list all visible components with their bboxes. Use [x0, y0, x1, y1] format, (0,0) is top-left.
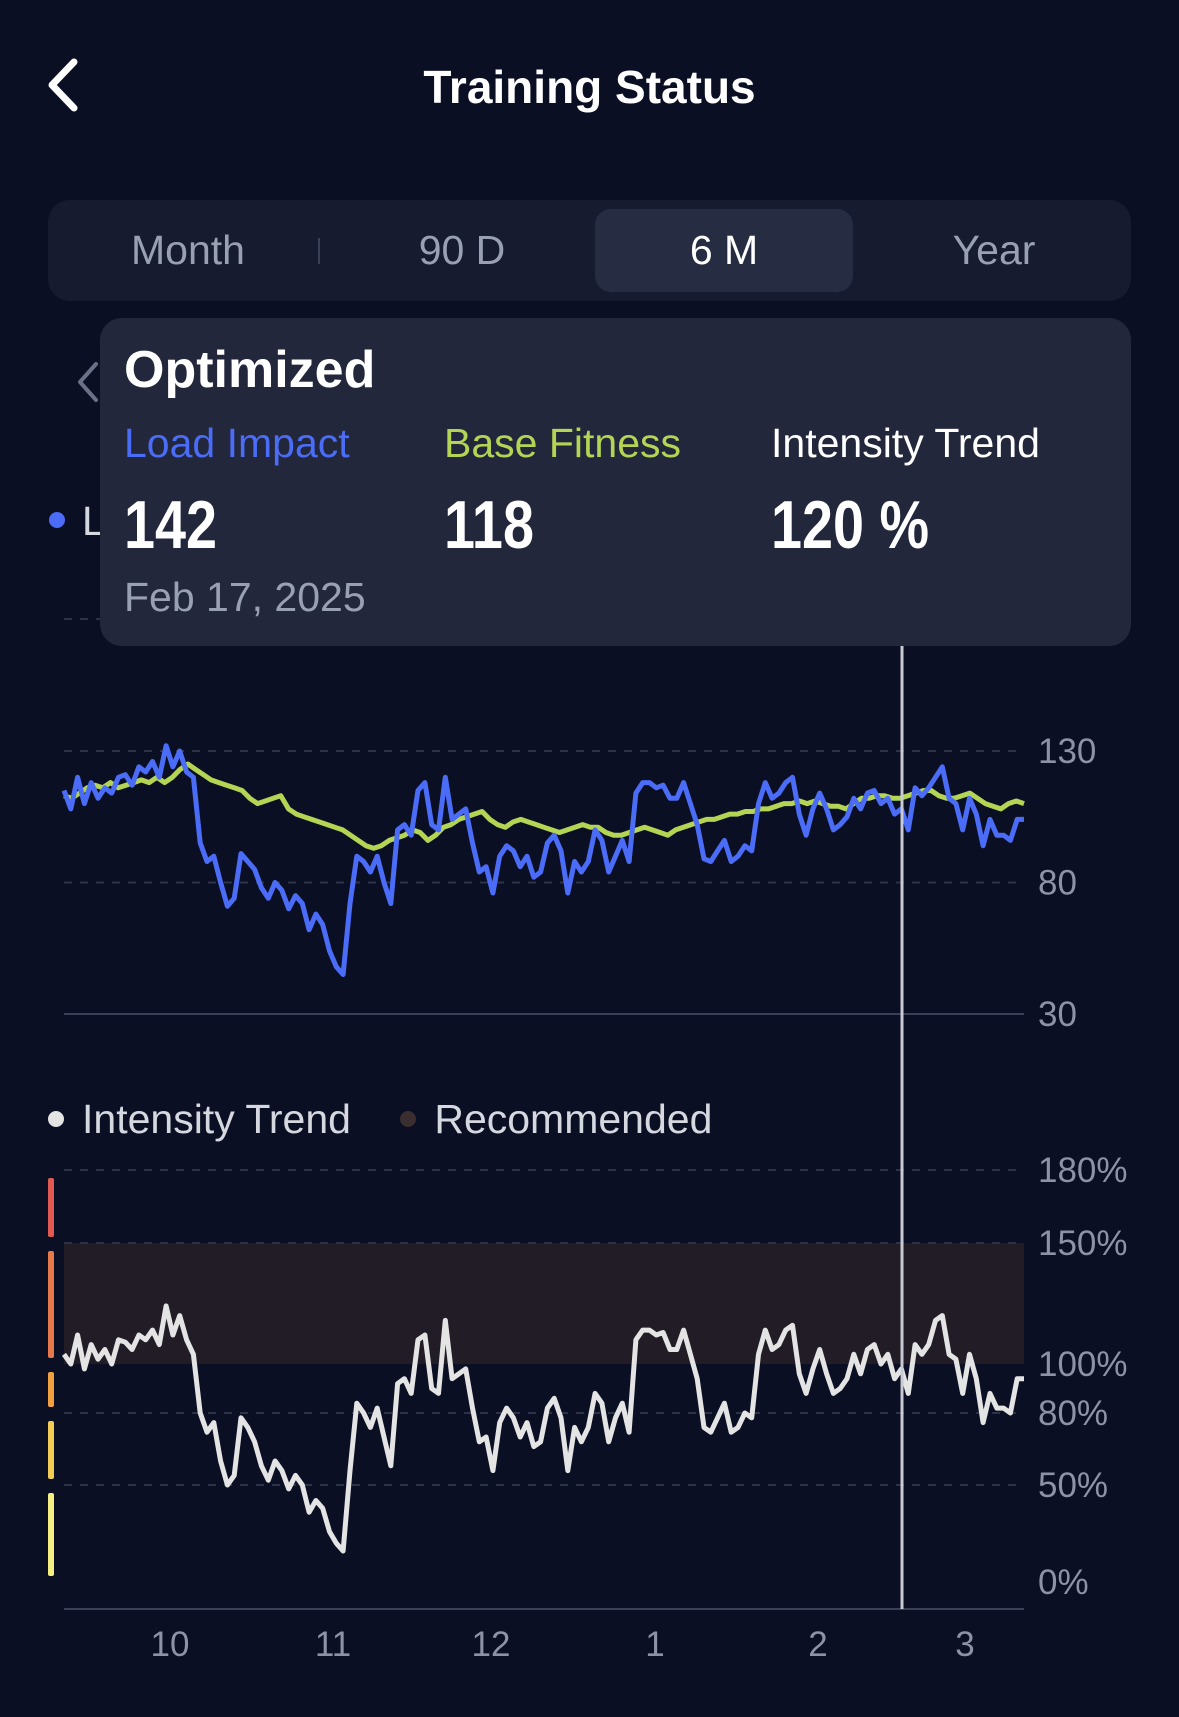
recommended-legend-label: Recommended	[434, 1095, 713, 1142]
x-tick-label: 3	[955, 1625, 974, 1664]
lower-y-tick-label: 0%	[1038, 1563, 1089, 1602]
intensity-legend-dot	[48, 1111, 64, 1127]
upper-y-tick-label: 30	[1038, 995, 1077, 1034]
data-point-tooltip: Optimized Load Impact Base Fitness Inten…	[100, 318, 1131, 646]
segment-6m[interactable]: 6 M	[595, 209, 853, 292]
back-icon[interactable]	[40, 50, 90, 120]
legend-recommended[interactable]: Recommended	[400, 1096, 712, 1143]
intensity-zone-bar	[48, 1251, 54, 1358]
load-impact-label: Load Impact	[124, 420, 350, 466]
recommended-band	[64, 1243, 1024, 1364]
intensity-zone-bar	[48, 1421, 54, 1479]
legend-intensity-trend[interactable]: Intensity Trend	[48, 1096, 351, 1143]
intensity-trend-value: 120 %	[771, 487, 930, 563]
segment-year[interactable]: Year	[952, 227, 1036, 273]
page-title: Training Status	[423, 61, 756, 113]
segment-90d[interactable]: 90 D	[418, 227, 506, 273]
intensity-legend: Intensity Trend Recommended	[48, 1090, 750, 1143]
intensity-trend-label: Intensity Trend	[771, 420, 1040, 466]
intensity-zone-bar	[48, 1372, 54, 1407]
intensity-legend-label: Intensity Trend	[82, 1095, 351, 1142]
tooltip-status-title: Optimized	[124, 341, 376, 399]
load-impact-value: 142	[124, 487, 218, 563]
time-range-segmented-control: Month 90 D 6 M Year	[48, 200, 1131, 301]
lower-y-tick-label: 150%	[1038, 1224, 1128, 1263]
previous-period-icon[interactable]	[76, 360, 100, 404]
lower-y-tick-label: 80%	[1038, 1394, 1108, 1433]
intensity-zone-bar	[48, 1493, 54, 1576]
segment-divider	[318, 238, 320, 264]
upper-y-tick-label: 130	[1038, 732, 1096, 771]
lower-y-tick-label: 100%	[1038, 1345, 1128, 1384]
segment-month[interactable]: Month	[131, 227, 245, 273]
load-impact-legend-dot	[49, 512, 65, 528]
x-tick-label: 10	[151, 1625, 190, 1664]
base-fitness-value: 118	[444, 487, 534, 563]
x-tick-label: 12	[472, 1625, 511, 1664]
load-impact-legend-label: L	[82, 498, 105, 544]
upper-y-tick-label: 80	[1038, 864, 1077, 903]
recommended-legend-dot	[400, 1111, 417, 1127]
x-tick-label: 2	[808, 1625, 827, 1664]
lower-y-tick-label: 180%	[1038, 1151, 1128, 1190]
base-fitness-line	[63, 761, 1025, 851]
intensity-trend-line	[61, 1303, 1024, 1554]
load-impact-line	[61, 743, 1024, 977]
lower-y-tick-label: 50%	[1038, 1466, 1108, 1505]
intensity-zone-bar	[48, 1178, 54, 1237]
x-tick-label: 1	[645, 1625, 664, 1664]
tooltip-date: Feb 17, 2025	[124, 574, 366, 620]
x-tick-label: 11	[315, 1625, 351, 1664]
base-fitness-label: Base Fitness	[444, 420, 681, 466]
